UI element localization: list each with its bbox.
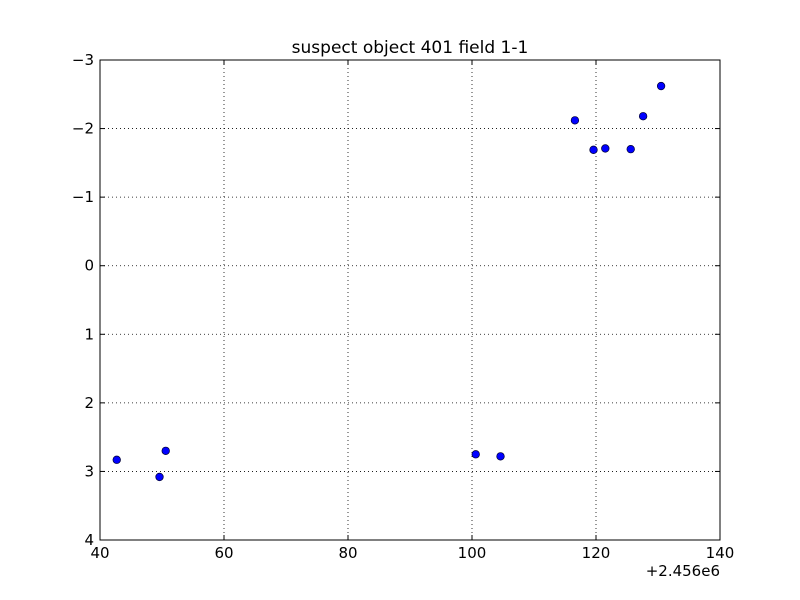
y-tick-label: 4: [84, 531, 94, 549]
x-tick-label: 40: [90, 544, 109, 562]
chart-title: suspect object 401 field 1-1: [292, 38, 529, 58]
y-tick-label: 0: [84, 257, 94, 275]
data-point: [155, 472, 164, 482]
y-tick-label: −2: [72, 120, 94, 138]
data-point: [570, 116, 580, 125]
x-axis-offset-label: +2.456e6: [646, 562, 720, 580]
data-point: [638, 112, 648, 121]
x-tick-label: 80: [338, 544, 357, 562]
data-point: [626, 144, 635, 154]
data-point: [601, 144, 610, 153]
data-point: [112, 455, 121, 464]
plot-frame: [99, 59, 721, 541]
data-point: [496, 452, 505, 461]
data-point: [161, 446, 170, 456]
y-tick-label: 2: [84, 394, 94, 412]
data-point: [656, 81, 666, 91]
x-axis-ticks: 40 60 80 100 120 140: [90, 60, 734, 562]
x-tick-label: 120: [582, 544, 611, 562]
data-point: [589, 145, 598, 154]
y-tick-label: −1: [72, 188, 94, 206]
y-tick-label: 3: [84, 462, 94, 480]
y-axis-ticks: −3 −2 −1 0 1 2 3 4: [72, 51, 720, 549]
y-tick-label: 1: [84, 325, 94, 343]
data-points: [112, 81, 666, 482]
x-tick-label: 60: [214, 544, 233, 562]
data-point: [471, 450, 480, 459]
x-tick-label: 100: [458, 544, 487, 562]
grid-lines: [100, 60, 720, 540]
x-tick-label: 140: [706, 544, 735, 562]
y-tick-label: −3: [72, 51, 94, 69]
